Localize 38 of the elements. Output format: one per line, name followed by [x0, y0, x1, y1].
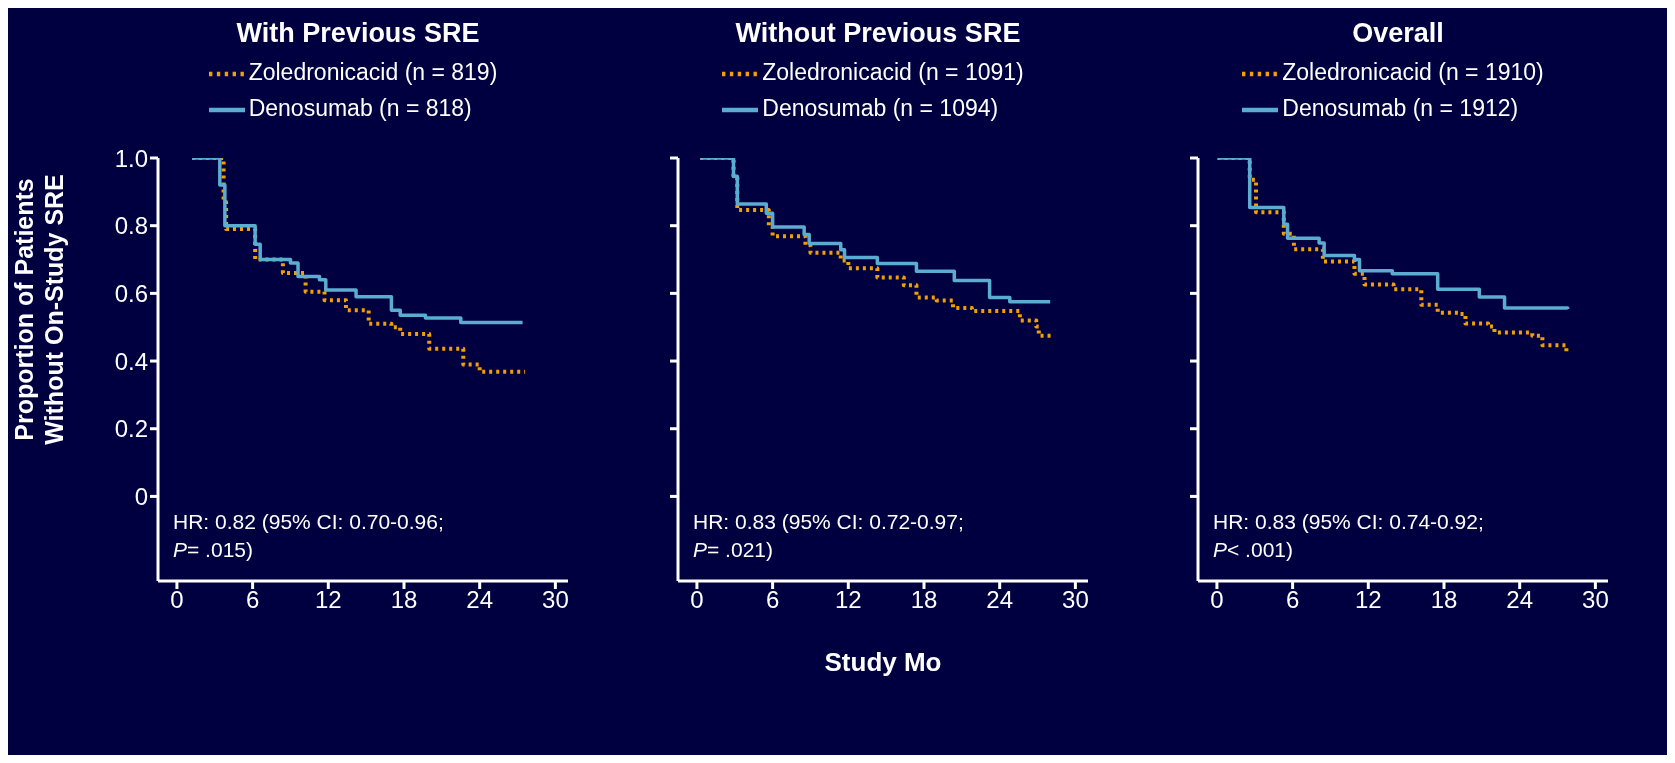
x-tick-label: 0	[170, 586, 184, 614]
x-tick-label: 30	[542, 586, 569, 614]
x-tick-label: 12	[1354, 586, 1382, 614]
x-tick-label: 6	[245, 586, 260, 614]
x-tick-label: 24	[986, 586, 1014, 614]
legend-label: Zoledronicacid (n = 819)	[248, 59, 498, 86]
y-tick-label: 0.2	[114, 415, 148, 443]
annotation: HR: 0.83 (95% CI: 0.74-0.92; P< .001)	[1213, 509, 1484, 563]
x-tick-label: 18	[390, 586, 418, 614]
x-tick-label: 0	[1210, 586, 1224, 614]
x-tick-label: 6	[1285, 586, 1300, 614]
x-tick-label: 30	[1062, 586, 1089, 614]
x-tick-label: 24	[466, 586, 494, 614]
x-tick-label: 30	[1582, 586, 1609, 614]
x-tick-label: 24	[1506, 586, 1534, 614]
chart-title: Without Previous SRE	[734, 18, 1022, 50]
legend-label: Zoledronicacid (n = 1091)	[762, 59, 1024, 86]
x-tick-label: 18	[910, 586, 938, 614]
x-tick-label: 0	[690, 586, 704, 614]
legend-label: Denosumab (n = 818)	[248, 95, 472, 122]
x-tick-label: 12	[834, 586, 862, 614]
y-axis-title: Proportion of Patients Without On-Study SRE	[10, 174, 68, 445]
y-tick-label: 0.4	[114, 347, 148, 375]
annotation: HR: 0.83 (95% CI: 0.72-0.97; P= .021)	[693, 509, 964, 563]
annotation: HR: 0.82 (95% CI: 0.70-0.96; P= .015)	[173, 509, 444, 563]
x-tick-label: 12	[314, 586, 342, 614]
chart-title: With Previous SRE	[235, 18, 481, 50]
legend-label: Denosumab (n = 1094)	[762, 95, 999, 122]
legend-label: Zoledronicacid (n = 1910)	[1282, 59, 1544, 86]
legend-label: Denosumab (n = 1912)	[1282, 95, 1519, 122]
y-tick-label: 0.8	[114, 212, 148, 240]
chart-title: Overall	[1351, 18, 1445, 50]
x-axis-title: Study Mo	[824, 647, 942, 677]
y-tick-label: 1.0	[114, 144, 148, 172]
x-tick-label: 6	[765, 586, 780, 614]
x-tick-label: 18	[1430, 586, 1458, 614]
y-tick-label: 0.6	[114, 279, 148, 307]
y-tick-label: 0	[134, 482, 148, 510]
